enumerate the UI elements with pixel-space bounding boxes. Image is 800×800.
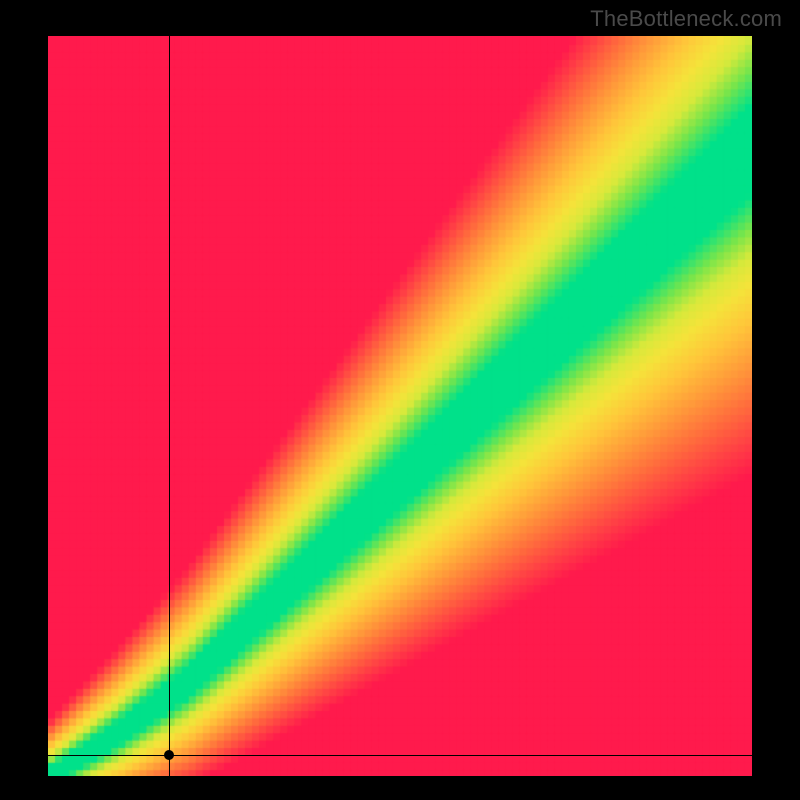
heatmap-plot: [48, 36, 752, 776]
chart-container: TheBottleneck.com: [0, 0, 800, 800]
heatmap-canvas: [48, 36, 752, 776]
watermark-text: TheBottleneck.com: [590, 6, 782, 32]
